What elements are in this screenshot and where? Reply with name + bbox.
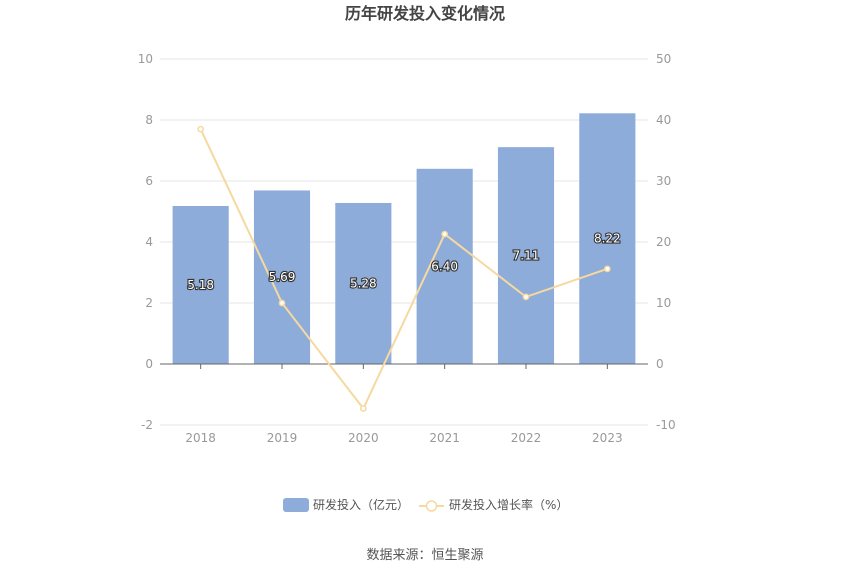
bar-data-label: 8.22 [594, 232, 621, 246]
y-right-tick-label: 30 [656, 174, 671, 188]
bar[interactable] [579, 113, 636, 364]
bar[interactable] [172, 206, 229, 364]
bar-data-label: 6.40 [431, 259, 458, 273]
bar[interactable] [416, 168, 473, 364]
bar[interactable] [335, 202, 392, 364]
chart-title: 历年研发投入变化情况 [345, 4, 505, 23]
left-axis: 10 8 6 4 2 0 -2 [138, 52, 153, 432]
y-left-tick-label: 0 [145, 357, 153, 371]
y-left-tick-label: 2 [145, 296, 153, 310]
legend-label-line[interactable]: 研发投入增长率（%） [449, 497, 568, 512]
line-point[interactable] [603, 265, 611, 273]
y-right-tick-label: 0 [656, 357, 664, 371]
bar-data-label: 5.28 [350, 276, 377, 290]
right-axis: 50 40 30 20 10 0 -10 [656, 52, 676, 432]
line-point[interactable] [522, 293, 530, 301]
bar-data-label: 5.69 [269, 270, 296, 284]
y-right-tick-label: 50 [656, 52, 671, 66]
line-point[interactable] [197, 125, 205, 133]
legend-swatch-bar[interactable] [283, 498, 309, 512]
x-tick-label: 2020 [348, 431, 379, 445]
bar-labels: 5.18 5.69 5.28 6.40 7.11 8.22 [186, 231, 622, 294]
line-point[interactable] [278, 299, 286, 307]
bar-data-label: 5.18 [187, 278, 214, 292]
x-tick-label: 2019 [267, 431, 298, 445]
legend-swatch-marker [425, 500, 438, 512]
bar[interactable] [253, 190, 311, 364]
x-tick-label: 2018 [185, 431, 216, 445]
y-left-tick-label: -2 [141, 418, 153, 432]
line-point[interactable] [441, 230, 449, 238]
y-right-tick-label: -10 [656, 418, 676, 432]
bar-series [172, 113, 636, 364]
line-point[interactable] [359, 405, 367, 412]
y-left-tick-label: 4 [145, 235, 153, 249]
source-text: 数据来源：恒生聚源 [366, 548, 483, 563]
y-left-tick-label: 8 [145, 113, 153, 127]
y-right-tick-label: 10 [656, 296, 671, 310]
x-tick-label: 2021 [429, 431, 460, 445]
x-axis: 2018 2019 2020 2021 2022 2023 [185, 364, 623, 445]
y-right-tick-label: 20 [656, 235, 671, 249]
x-tick-label: 2022 [511, 431, 542, 445]
line-series [197, 125, 611, 412]
bar-data-label: 7.11 [513, 249, 540, 263]
legend-label-bar[interactable]: 研发投入（亿元） [313, 497, 409, 512]
legend: 研发投入（亿元） 研发投入增长率（%） [283, 497, 568, 512]
y-left-tick-label: 6 [145, 174, 153, 188]
x-tick-label: 2023 [592, 431, 623, 445]
bar[interactable] [497, 147, 555, 364]
y-left-tick-label: 10 [138, 52, 153, 66]
gridlines [160, 58, 648, 426]
y-right-tick-label: 40 [656, 113, 671, 127]
growth-line [199, 128, 608, 411]
